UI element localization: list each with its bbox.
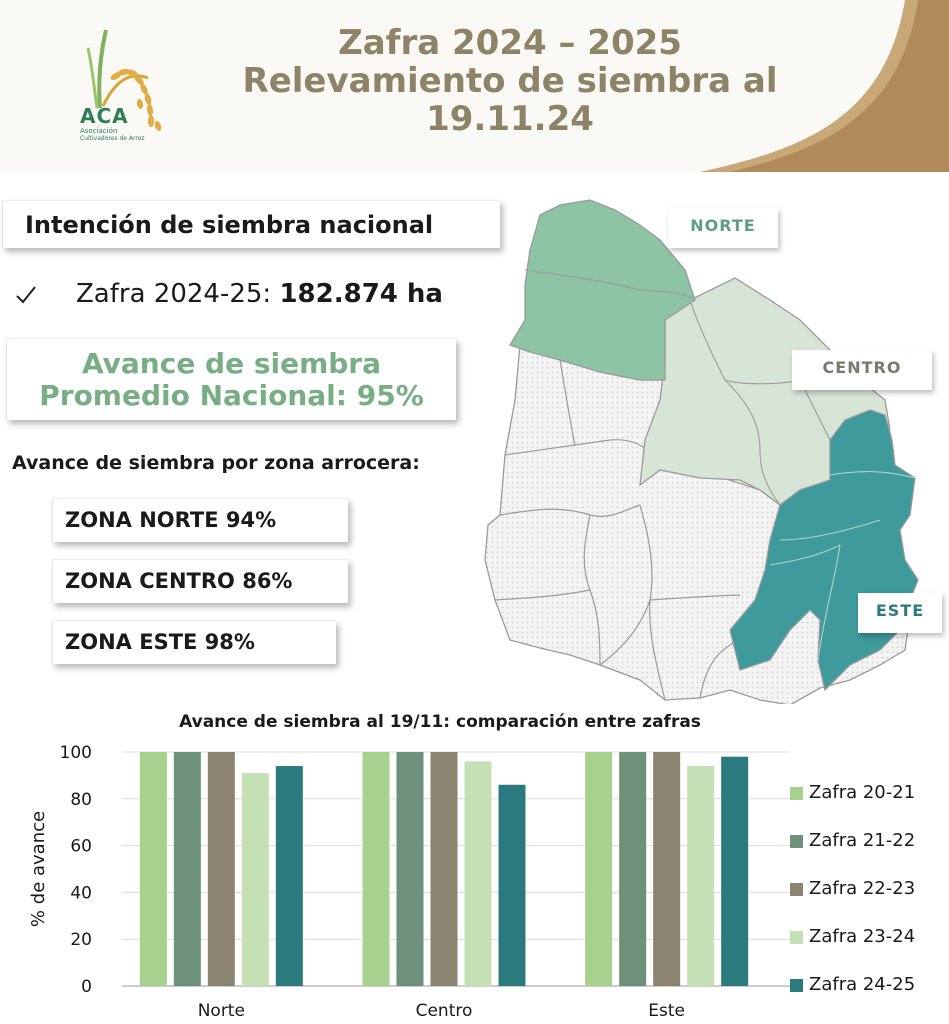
y-tick-label: 20	[70, 930, 92, 950]
map-region-norte	[509, 199, 696, 381]
bar-centro-zafra-22-23	[430, 752, 458, 986]
x-tick-label: Este	[648, 1001, 685, 1021]
title-line-1: Zafra 2024 – 2025	[338, 23, 682, 63]
legend-swatch	[790, 931, 803, 944]
bar-centro-zafra-24-25	[498, 784, 526, 986]
aca-logo	[86, 29, 162, 131]
avance-line-1: Avance de siembra	[81, 347, 382, 380]
y-tick-label: 60	[70, 837, 92, 857]
y-tick-label: 100	[60, 743, 92, 763]
x-tick-label: Centro	[416, 1001, 473, 1021]
bar-norte-zafra-21-22	[173, 752, 201, 986]
legend-swatch	[790, 979, 803, 992]
bar-norte-zafra-22-23	[207, 752, 235, 986]
bar-centro-zafra-21-22	[396, 752, 424, 986]
intencion-box: Intención de siembra nacional	[2, 200, 500, 248]
bar-este-zafra-23-24	[687, 766, 715, 986]
bar-norte-zafra-23-24	[241, 773, 269, 986]
page-title: Zafra 2024 – 2025 Relevamiento de siembr…	[200, 24, 820, 138]
bar-chart: 0 20 40 60 80 100 % de avance Norte Centro Este	[28, 743, 790, 1021]
legend-label: Zafra 24-25	[809, 974, 916, 995]
zona-centro-box: ZONA CENTRO 86%	[52, 559, 348, 603]
logo-text: ACA	[80, 104, 129, 128]
legend-swatch	[790, 835, 803, 848]
bar-centro-zafra-20-21	[362, 752, 390, 986]
uruguay-map	[484, 199, 919, 704]
logo-subtitle-1: Asociación	[80, 127, 118, 135]
y-tick-label: 80	[70, 790, 92, 810]
legend-swatch	[790, 787, 803, 800]
logo-subtitle-2: Cultivadores de Arroz	[80, 135, 145, 142]
bar-norte-zafra-20-21	[139, 752, 167, 986]
intencion-title: Intención de siembra nacional	[25, 211, 434, 239]
chart-title: Avance de siembra al 19/11: comparación …	[179, 712, 701, 732]
legend-label: Zafra 20-21	[809, 782, 916, 803]
y-tick-label: 40	[70, 883, 92, 903]
bar-este-zafra-24-25	[721, 756, 749, 986]
zafra-value: 182.874 ha	[279, 279, 443, 309]
legend-label: Zafra 22-23	[809, 878, 916, 899]
header: ACA Asociación Cultivadores de Arroz Zaf…	[0, 0, 949, 172]
bar-este-zafra-20-21	[585, 752, 613, 986]
zona-este-box: ZONA ESTE 98%	[52, 620, 336, 664]
bar-norte-zafra-24-25	[275, 766, 303, 986]
bar-centro-zafra-23-24	[464, 761, 492, 986]
bar-este-zafra-22-23	[653, 752, 681, 986]
map-label-este: ESTE	[858, 593, 942, 633]
map-label-centro: CENTRO	[792, 350, 932, 390]
legend-label: Zafra 23-24	[809, 926, 916, 947]
x-tick-label: Norte	[198, 1001, 245, 1021]
legend-swatch	[790, 883, 803, 896]
legend-label: Zafra 21-22	[809, 830, 916, 851]
checkmark-icon	[16, 286, 36, 304]
header-swoosh	[700, 0, 949, 172]
zona-norte-box: ZONA NORTE 94%	[52, 498, 348, 542]
por-zona-label: Avance de siembra por zona arrocera:	[12, 452, 420, 474]
title-line-3: 19.11.24	[426, 99, 594, 139]
map-label-norte: NORTE	[668, 208, 778, 248]
y-tick-label: 0	[81, 977, 92, 997]
zafra-label: Zafra 2024-25:	[76, 279, 280, 309]
avance-line-2: Promedio Nacional: 95%	[39, 379, 424, 412]
y-axis-label: % de avance	[28, 811, 49, 927]
title-line-2: Relevamiento de siembra al	[242, 61, 778, 101]
avance-promedio-box: Avance de siembra Promedio Nacional: 95%	[6, 338, 456, 420]
bar-este-zafra-21-22	[619, 752, 647, 986]
zafra-line: Zafra 2024-25: 182.874 ha	[76, 279, 443, 309]
